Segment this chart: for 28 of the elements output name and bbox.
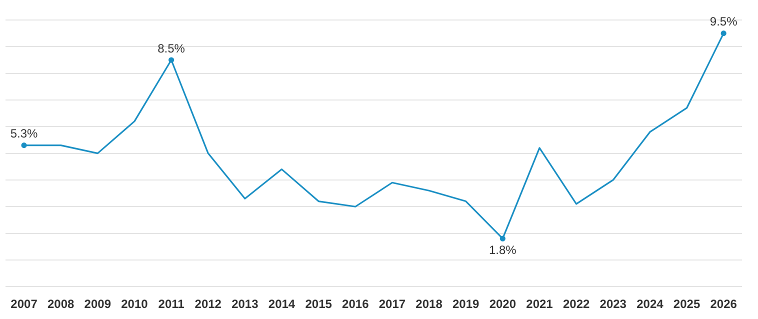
x-tick-label: 2007: [10, 297, 38, 312]
x-tick-label: 2015: [305, 297, 332, 312]
x-tick-label: 2019: [452, 297, 480, 312]
x-tick-label: 2024: [636, 297, 664, 312]
x-tick-label: 2026: [710, 297, 738, 312]
x-tick-label: 2011: [158, 297, 185, 312]
x-tick-label: 2010: [121, 297, 148, 312]
x-tick-label: 2022: [562, 297, 590, 312]
x-tick-label: 2020: [489, 297, 516, 312]
x-tick-label: 2016: [342, 297, 370, 312]
x-tick-label: 2018: [416, 297, 443, 312]
x-tick-label: 2012: [194, 297, 222, 312]
x-tick-label: 2013: [232, 297, 259, 312]
data-label: 9.5%: [710, 14, 738, 29]
data-label: 8.5%: [158, 41, 186, 56]
point: [500, 236, 506, 242]
point: [168, 57, 174, 63]
x-tick-label: 2025: [673, 297, 700, 312]
x-tick-label: 2021: [526, 297, 554, 312]
point: [720, 30, 726, 36]
point: [21, 142, 27, 148]
x-tick-label: 2014: [268, 297, 296, 312]
x-tick-label: 2023: [600, 297, 627, 312]
data-label: 1.8%: [488, 242, 517, 257]
data-label: 5.3%: [10, 126, 38, 141]
x-tick-label: 2008: [47, 297, 74, 312]
x-tick-label: 2017: [378, 297, 406, 312]
x-tick-label: 2009: [84, 297, 112, 312]
